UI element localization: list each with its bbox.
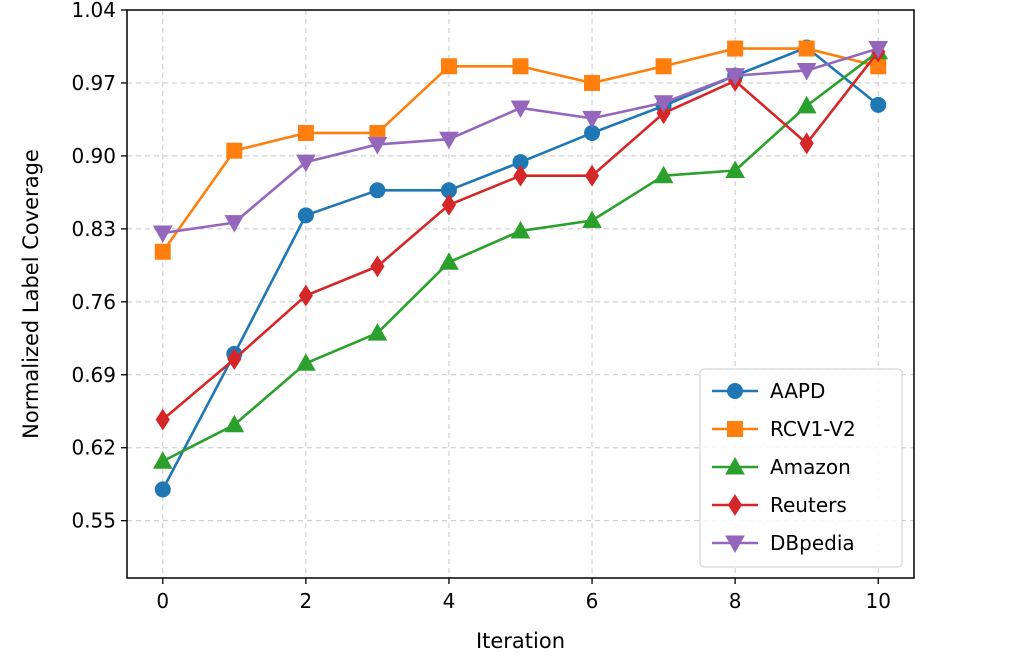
y-tick-label: 0.76 xyxy=(71,290,116,314)
data-point xyxy=(296,353,316,371)
data-point xyxy=(298,284,313,307)
x-axis-label: Iteration xyxy=(476,629,565,653)
legend-marker xyxy=(727,421,743,437)
y-tick-label: 0.97 xyxy=(71,71,116,95)
data-point xyxy=(725,68,745,86)
data-point xyxy=(297,207,314,224)
legend-marker xyxy=(725,535,745,554)
data-point xyxy=(224,215,245,233)
data-point xyxy=(367,136,388,155)
data-point xyxy=(513,164,528,187)
data-point xyxy=(653,95,674,113)
data-point xyxy=(152,225,173,244)
data-point xyxy=(725,160,745,178)
data-point xyxy=(439,252,459,270)
y-tick-label: 0.69 xyxy=(71,363,116,387)
data-point xyxy=(510,100,531,118)
series-rcv1-v2 xyxy=(154,40,887,260)
data-point xyxy=(796,62,817,81)
data-point xyxy=(868,41,889,59)
data-point xyxy=(799,132,814,155)
legend-item: DBpedia xyxy=(712,531,855,555)
y-tick-label: 1.04 xyxy=(71,0,116,22)
data-point xyxy=(226,142,243,159)
data-point xyxy=(296,154,316,173)
data-point xyxy=(798,40,815,57)
data-point xyxy=(584,74,601,91)
legend-marker xyxy=(725,456,745,475)
legend-marker xyxy=(727,494,743,516)
data-point xyxy=(653,165,674,184)
series-dbpedia xyxy=(152,41,889,244)
data-point xyxy=(655,58,672,75)
y-tick-label: 0.62 xyxy=(71,436,116,460)
data-point xyxy=(152,451,173,469)
data-point xyxy=(227,348,242,371)
data-point xyxy=(154,481,171,498)
legend-item: AAPD xyxy=(712,379,825,403)
data-point xyxy=(297,124,314,141)
data-point xyxy=(870,96,887,113)
data-point xyxy=(440,58,457,75)
legend-label: AAPD xyxy=(770,379,825,403)
data-point xyxy=(155,408,170,431)
legend-item: Amazon xyxy=(712,455,851,479)
data-point xyxy=(154,243,171,260)
y-tick-label: 0.55 xyxy=(71,509,116,533)
data-point xyxy=(512,58,529,75)
legend-item: RCV1-V2 xyxy=(712,417,856,441)
x-tick-label: 8 xyxy=(729,589,742,613)
legend-item: Reuters xyxy=(712,493,847,517)
legend-label: DBpedia xyxy=(770,531,855,555)
legend-box xyxy=(699,368,903,568)
legend-label: RCV1-V2 xyxy=(770,417,856,441)
data-point xyxy=(369,182,386,199)
data-point xyxy=(584,164,600,187)
x-tick-label: 10 xyxy=(866,589,891,613)
legend: AAPD RCV1-V2 Amazon Reuters DBpedia xyxy=(699,368,903,568)
y-tick-label: 0.90 xyxy=(71,144,116,168)
data-point xyxy=(796,95,817,114)
legend-label: Reuters xyxy=(770,493,847,517)
data-point xyxy=(441,193,457,216)
data-point xyxy=(224,414,245,433)
x-tick-label: 4 xyxy=(443,589,456,613)
data-point xyxy=(439,131,459,150)
data-point xyxy=(367,323,388,341)
data-point xyxy=(582,110,602,129)
data-point xyxy=(370,255,385,278)
legend-label: Amazon xyxy=(770,455,851,479)
x-tick-label: 6 xyxy=(586,589,599,613)
data-point xyxy=(727,40,744,57)
y-tick-label: 0.83 xyxy=(71,217,116,241)
y-axis-label: Normalized Label Coverage xyxy=(19,149,43,439)
x-tick-label: 0 xyxy=(156,589,169,613)
axis-ticks: 0 2 4 6 8 10 0.55 0.62 0.69 0.76 0.83 0.90 0.97 1.04 xyxy=(71,0,890,613)
data-point xyxy=(510,220,531,239)
series-group xyxy=(152,39,889,498)
x-tick-label: 2 xyxy=(299,589,312,613)
data-point xyxy=(656,102,671,125)
legend-marker xyxy=(727,383,743,399)
plot-frame xyxy=(126,9,915,579)
data-point xyxy=(582,210,602,229)
